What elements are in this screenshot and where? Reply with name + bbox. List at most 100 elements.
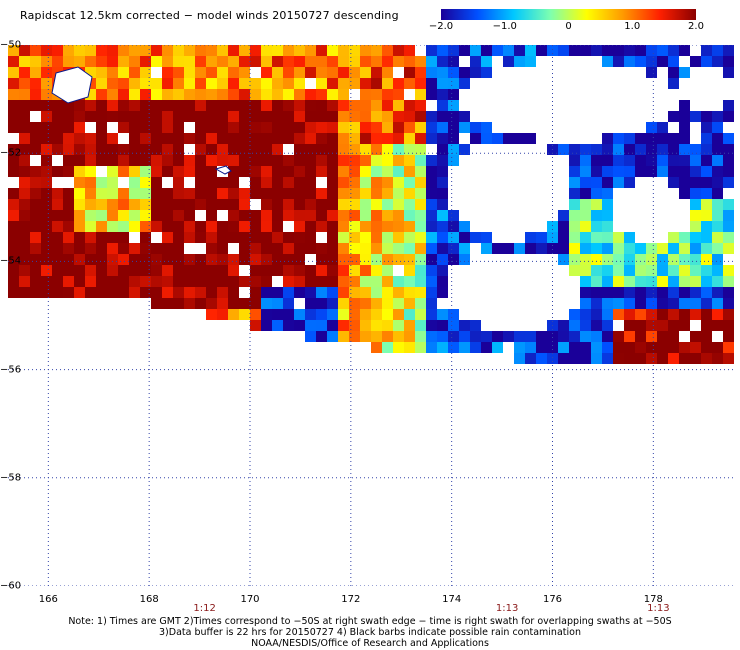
wind-diff-cell xyxy=(327,320,338,331)
wind-diff-cell xyxy=(613,133,624,144)
wind-diff-cell xyxy=(41,199,52,210)
wind-diff-cell xyxy=(151,166,162,177)
wind-diff-cell xyxy=(371,89,382,100)
wind-diff-cell xyxy=(294,243,305,254)
wind-diff-cell xyxy=(382,221,393,232)
wind-diff-cell xyxy=(723,243,734,254)
wind-diff-cell xyxy=(459,122,470,133)
wind-diff-cell xyxy=(239,243,250,254)
wind-diff-cell xyxy=(261,177,272,188)
wind-diff-cell xyxy=(712,133,723,144)
wind-diff-cell xyxy=(393,166,404,177)
wind-diff-cell xyxy=(613,309,624,320)
wind-diff-cell xyxy=(349,232,360,243)
wind-diff-cell xyxy=(283,188,294,199)
wind-diff-cell xyxy=(173,122,184,133)
wind-diff-cell xyxy=(283,320,294,331)
wind-diff-cell xyxy=(217,89,228,100)
wind-diff-cell xyxy=(679,67,690,78)
wind-diff-cell xyxy=(580,276,591,287)
wind-diff-cell xyxy=(426,287,437,298)
wind-diff-cell xyxy=(294,144,305,155)
wind-diff-cell xyxy=(173,111,184,122)
wind-diff-cell xyxy=(228,276,239,287)
wind-diff-cell xyxy=(151,276,162,287)
wind-diff-cell xyxy=(602,199,613,210)
wind-diff-cell xyxy=(74,111,85,122)
wind-diff-cell xyxy=(294,89,305,100)
wind-diff-cell xyxy=(338,243,349,254)
wind-diff-cell xyxy=(580,232,591,243)
wind-diff-cell xyxy=(415,287,426,298)
wind-diff-cell xyxy=(239,276,250,287)
wind-diff-cell xyxy=(151,287,162,298)
wind-diff-cell xyxy=(85,111,96,122)
wind-diff-cell xyxy=(371,133,382,144)
wind-diff-cell xyxy=(294,111,305,122)
wind-diff-cell xyxy=(85,188,96,199)
wind-diff-cell xyxy=(360,78,371,89)
wind-diff-cell xyxy=(206,254,217,265)
wind-diff-cell xyxy=(349,67,360,78)
wind-diff-cell xyxy=(195,276,206,287)
wind-diff-cell xyxy=(404,320,415,331)
wind-diff-cell xyxy=(360,144,371,155)
wind-diff-cell xyxy=(151,210,162,221)
wind-diff-cell xyxy=(415,166,426,177)
wind-diff-cell xyxy=(206,210,217,221)
wind-diff-cell xyxy=(19,45,30,56)
wind-diff-cell xyxy=(723,144,734,155)
wind-diff-cell xyxy=(679,45,690,56)
wind-diff-cell xyxy=(536,353,547,364)
wind-diff-cell xyxy=(283,243,294,254)
wind-diff-cell xyxy=(635,320,646,331)
wind-diff-cell xyxy=(74,122,85,133)
wind-diff-cell xyxy=(624,320,635,331)
wind-diff-cell xyxy=(360,177,371,188)
wind-diff-cell xyxy=(96,100,107,111)
wind-diff-cell xyxy=(140,144,151,155)
wind-diff-cell xyxy=(448,45,459,56)
wind-diff-cell xyxy=(382,265,393,276)
wind-diff-cell xyxy=(712,199,723,210)
wind-diff-cell xyxy=(30,144,41,155)
wind-diff-cell xyxy=(74,144,85,155)
wind-diff-cell xyxy=(129,67,140,78)
wind-diff-cell xyxy=(140,287,151,298)
wind-diff-cell xyxy=(360,111,371,122)
wind-diff-cell xyxy=(52,56,63,67)
wind-diff-cell xyxy=(415,188,426,199)
wind-diff-cell xyxy=(723,353,734,364)
wind-diff-cell xyxy=(261,111,272,122)
wind-diff-cell xyxy=(173,67,184,78)
wind-diff-cell xyxy=(162,287,173,298)
wind-diff-cell xyxy=(349,188,360,199)
wind-diff-cell xyxy=(327,298,338,309)
wind-diff-cell xyxy=(96,78,107,89)
wind-diff-cell xyxy=(437,287,448,298)
wind-diff-cell xyxy=(118,111,129,122)
wind-diff-cell xyxy=(404,166,415,177)
wind-diff-cell xyxy=(569,331,580,342)
wind-diff-cell xyxy=(635,133,646,144)
wind-diff-cell xyxy=(624,56,635,67)
wind-diff-cell xyxy=(349,56,360,67)
wind-diff-cell xyxy=(404,45,415,56)
wind-diff-cell xyxy=(305,331,316,342)
wind-diff-cell xyxy=(437,67,448,78)
wind-diff-cell xyxy=(723,232,734,243)
wind-diff-cell xyxy=(316,199,327,210)
wind-diff-cell xyxy=(96,89,107,100)
wind-diff-cell xyxy=(19,188,30,199)
wind-diff-cell xyxy=(30,122,41,133)
wind-diff-cell xyxy=(96,221,107,232)
wind-diff-cell xyxy=(448,254,459,265)
wind-diff-cell xyxy=(349,309,360,320)
wind-diff-cell xyxy=(448,243,459,254)
wind-diff-cell xyxy=(349,78,360,89)
wind-diff-cell xyxy=(129,166,140,177)
wind-diff-cell xyxy=(107,144,118,155)
wind-diff-cell xyxy=(657,298,668,309)
wind-diff-cell xyxy=(712,342,723,353)
wind-diff-cell xyxy=(74,45,85,56)
